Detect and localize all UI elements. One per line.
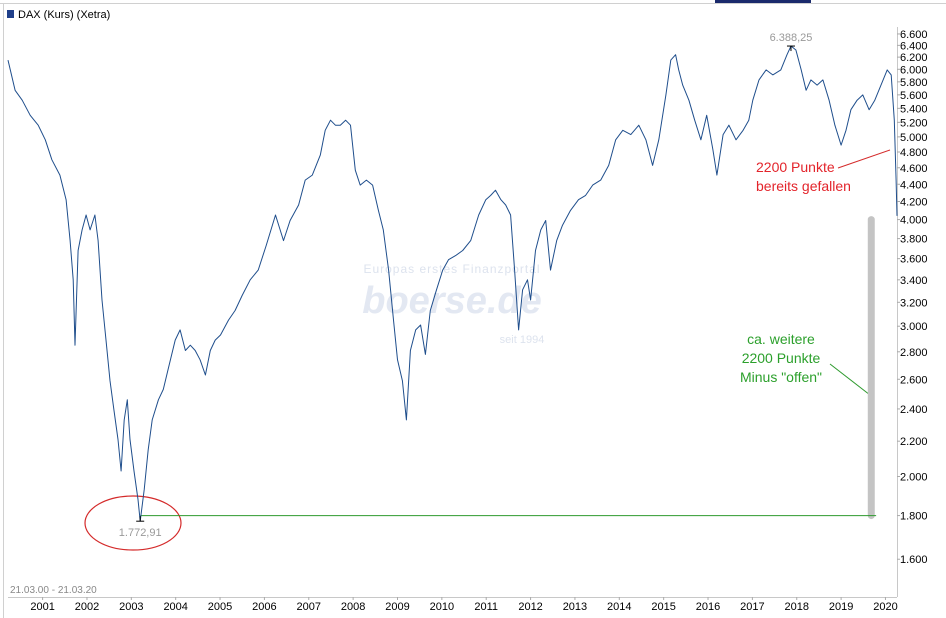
y-tick-label: 1.600 — [900, 554, 928, 566]
price-line — [7, 45, 898, 522]
y-tick-label: 2.600 — [900, 374, 928, 386]
y-tick-label: 2.000 — [900, 472, 928, 484]
y-tick-label: 4.800 — [900, 147, 928, 159]
top-tab — [715, 0, 811, 3]
x-tick-label: 2002 — [75, 601, 99, 613]
x-tick-label: 2006 — [252, 601, 276, 613]
annotation-text: 2200 Punkte — [756, 159, 835, 175]
x-tick-label: 2017 — [740, 601, 764, 613]
x-tick-label: 2004 — [163, 601, 187, 613]
y-tick-label: 6.400 — [900, 40, 928, 52]
y-tick-label: 4.000 — [900, 215, 928, 227]
x-tick-label: 2014 — [607, 601, 631, 613]
date-range: 21.03.00 - 21.03.20 — [10, 585, 97, 596]
y-tick-label: 4.600 — [900, 163, 928, 175]
annotation-label: 1.772,91 — [119, 527, 162, 539]
y-tick-label: 5.400 — [900, 103, 928, 115]
x-tick-label: 2005 — [208, 601, 232, 613]
y-tick-label: 2.400 — [900, 404, 928, 416]
x-tick-label: 2011 — [474, 601, 498, 613]
y-tick-label: 4.200 — [900, 196, 928, 208]
y-tick-label: 5.800 — [900, 77, 928, 89]
y-tick-label: 5.600 — [900, 90, 928, 102]
highlight-circle — [84, 495, 182, 551]
y-tick-label: 3.800 — [900, 234, 928, 246]
x-tick-label: 2009 — [385, 601, 409, 613]
watermark: Europas erstes Finanzportal — [363, 262, 540, 276]
y-tick-label: 6.000 — [900, 64, 928, 76]
y-tick-label: 3.600 — [900, 254, 928, 266]
y-tick-label: 2.800 — [900, 347, 928, 359]
annotation-text: ca. weitere — [747, 331, 815, 347]
annotation-text: bereits gefallen — [756, 178, 851, 194]
y-tick-label: 4.400 — [900, 179, 928, 191]
watermark: seit 1994 — [500, 334, 545, 346]
x-tick-label: 2012 — [518, 601, 542, 613]
x-tick-label: 2019 — [829, 601, 853, 613]
x-tick-label: 2003 — [119, 601, 143, 613]
x-tick-label: 2015 — [651, 601, 675, 613]
annotation-label: 6.388,25 — [770, 32, 813, 44]
x-tick-label: 2008 — [341, 601, 365, 613]
y-tick-label: 3.200 — [900, 297, 928, 309]
y-tick-label: 6.200 — [900, 52, 928, 64]
y-tick-label: 3.000 — [900, 321, 928, 333]
y-tick-label: 6.600 — [900, 29, 928, 41]
x-tick-label: 2001 — [30, 601, 54, 613]
y-tick-label: 5.200 — [900, 117, 928, 129]
y-tick-label: 3.400 — [900, 275, 928, 287]
x-tick-label: 2010 — [430, 601, 454, 613]
watermark: boerse.de — [362, 280, 542, 322]
pointer-line — [837, 149, 891, 169]
x-tick-label: 2020 — [873, 601, 897, 613]
legend-label: DAX (Kurs) (Xetra) — [18, 9, 110, 21]
x-tick-label: 2013 — [563, 601, 587, 613]
y-tick-label: 1.800 — [900, 511, 928, 523]
y-tick-label: 5.000 — [900, 132, 928, 144]
x-tick-label: 2018 — [785, 601, 809, 613]
annotation-text: Minus "offen" — [740, 369, 822, 385]
y-tick-label: 2.200 — [900, 436, 928, 448]
x-tick-label: 2016 — [696, 601, 720, 613]
pointer-line — [829, 363, 871, 396]
legend-swatch — [7, 10, 14, 18]
x-tick-label: 2007 — [297, 601, 321, 613]
annotation-text: 2200 Punkte — [742, 350, 821, 366]
